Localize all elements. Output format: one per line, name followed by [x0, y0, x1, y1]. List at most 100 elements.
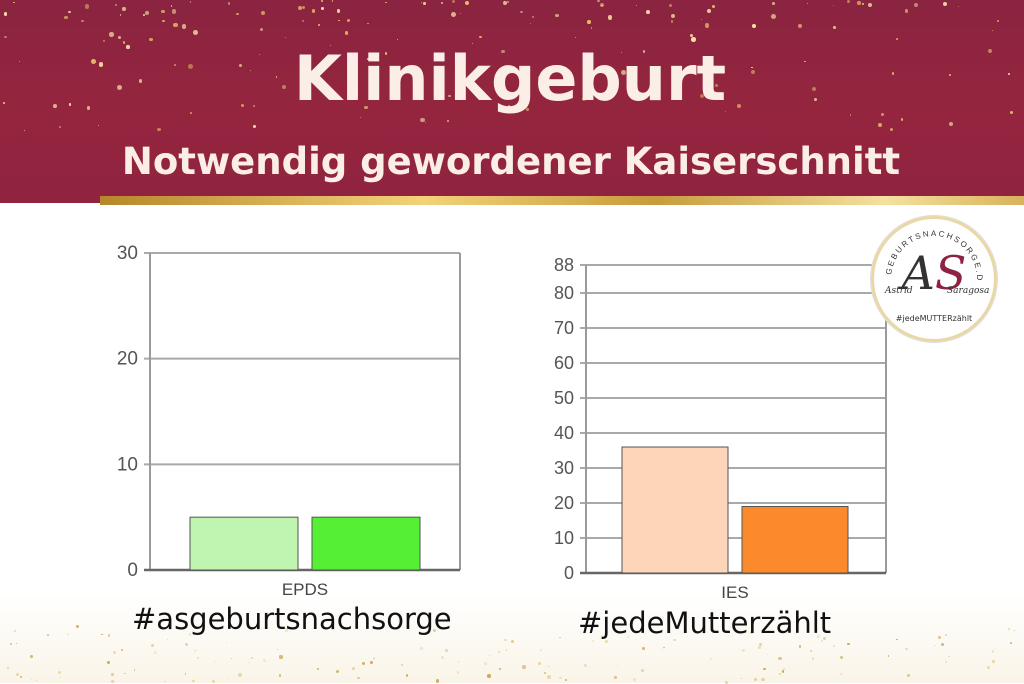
page-title: Klinikgeburt — [293, 42, 727, 115]
glitter-dot — [188, 633, 192, 636]
glitter-dot — [751, 69, 756, 74]
logo-monogram-a: A — [901, 246, 935, 300]
glitter-dot — [643, 50, 646, 53]
glitter-dot — [114, 4, 118, 7]
glitter-dot — [992, 660, 995, 664]
glitter-dot — [116, 84, 122, 90]
glitter-dot — [498, 650, 501, 653]
glitter-dot — [896, 38, 898, 40]
glitter-dot — [23, 129, 25, 131]
glitter-dot — [194, 649, 197, 652]
glitter-dot — [510, 640, 514, 644]
y-tick-label: 30 — [554, 458, 574, 478]
glitter-dot — [833, 26, 836, 29]
glitter-dot — [616, 665, 619, 667]
glitter-dot — [811, 657, 814, 660]
glitter-dot — [502, 0, 507, 5]
glitter-dot — [632, 678, 636, 682]
glitter-dot — [260, 10, 265, 15]
glitter-dot — [1008, 72, 1011, 75]
glitter-dot — [849, 114, 851, 116]
glitter-dot — [506, 649, 508, 651]
glitter-dot — [124, 672, 126, 675]
glitter-dot — [597, 0, 600, 3]
glitter-dot — [670, 20, 674, 23]
glitter-dot — [621, 51, 623, 54]
glitter-dot — [530, 22, 532, 25]
glitter-dot — [583, 664, 587, 668]
glitter-dot — [240, 104, 244, 108]
glitter-dot — [133, 669, 135, 671]
glitter-dot — [238, 673, 242, 677]
glitter-dot — [9, 642, 12, 646]
glitter-dot — [372, 657, 375, 660]
glitter-dot — [459, 13, 461, 15]
glitter-dot — [761, 677, 765, 682]
glitter-dot — [68, 103, 72, 106]
glitter-dot — [120, 649, 123, 651]
glitter-dot — [763, 667, 766, 671]
glitter-dot — [344, 31, 349, 35]
glitter-dot — [275, 76, 278, 78]
glitter-dot — [1009, 110, 1013, 114]
glitter-dot — [601, 4, 603, 7]
glitter-dot — [798, 24, 803, 29]
glitter-dot — [193, 651, 196, 654]
glitter-dot — [507, 104, 511, 108]
glitter-dot — [736, 104, 741, 108]
x-category-label: IES — [721, 583, 748, 600]
glitter-dot — [252, 105, 256, 108]
glitter-dot — [230, 657, 233, 660]
glitter-dot — [555, 13, 559, 18]
glitter-dot — [12, 1, 15, 4]
bar — [741, 506, 849, 574]
glitter-dot — [539, 649, 542, 652]
glitter-dot — [197, 657, 200, 660]
glitter-dot — [943, 2, 948, 7]
glitter-dot — [456, 670, 460, 674]
glitter-dot — [704, 23, 710, 29]
glitter-dot — [214, 660, 217, 663]
glitter-dot — [816, 634, 821, 638]
glitter-dot — [117, 36, 122, 40]
glitter-dot — [420, 117, 425, 122]
glitter-dot — [520, 10, 523, 14]
glitter-dot — [889, 127, 893, 131]
glitter-dot — [150, 643, 154, 647]
glitter-dot — [621, 69, 627, 75]
glitter-dot — [914, 3, 919, 8]
glitter-dot — [691, 37, 697, 42]
ies-chart-svg: 0 10 20 30 40 50 60 70 80 88 IES — [554, 255, 887, 602]
glitter-dot — [662, 646, 665, 649]
glitter-dot — [868, 3, 872, 8]
glitter-dot — [548, 666, 550, 668]
glitter-dot — [525, 107, 529, 111]
glitter-dot — [81, 19, 84, 23]
glitter-dot — [367, 22, 370, 25]
glitter-dot — [690, 33, 694, 37]
glitter-dot — [285, 36, 287, 38]
glitter-dot — [992, 29, 994, 31]
glitter-dot — [804, 60, 807, 63]
page-subtitle: Notwendig gewordener Kaiserschnitt — [121, 140, 901, 183]
glitter-dot — [847, 0, 851, 4]
glitter-dot — [67, 633, 70, 636]
bar — [311, 516, 421, 571]
glitter-dot — [700, 18, 703, 21]
glitter-dot — [227, 677, 229, 679]
y-tick-label: 40 — [554, 423, 574, 443]
glitter-dot — [419, 646, 423, 650]
glitter-dot — [362, 662, 366, 665]
glitter-dot — [258, 53, 261, 56]
glitter-dot — [422, 2, 426, 6]
glitter-dot — [152, 652, 155, 655]
glitter-dot — [778, 673, 781, 676]
glitter-dot — [489, 654, 491, 656]
glitter-dot — [991, 650, 995, 653]
glitter-dot — [53, 676, 55, 679]
bar — [189, 516, 299, 571]
glitter-dot — [822, 636, 826, 640]
glitter-dot — [887, 655, 889, 657]
glitter-dot — [900, 118, 903, 121]
glitter-dot — [331, 0, 334, 2]
